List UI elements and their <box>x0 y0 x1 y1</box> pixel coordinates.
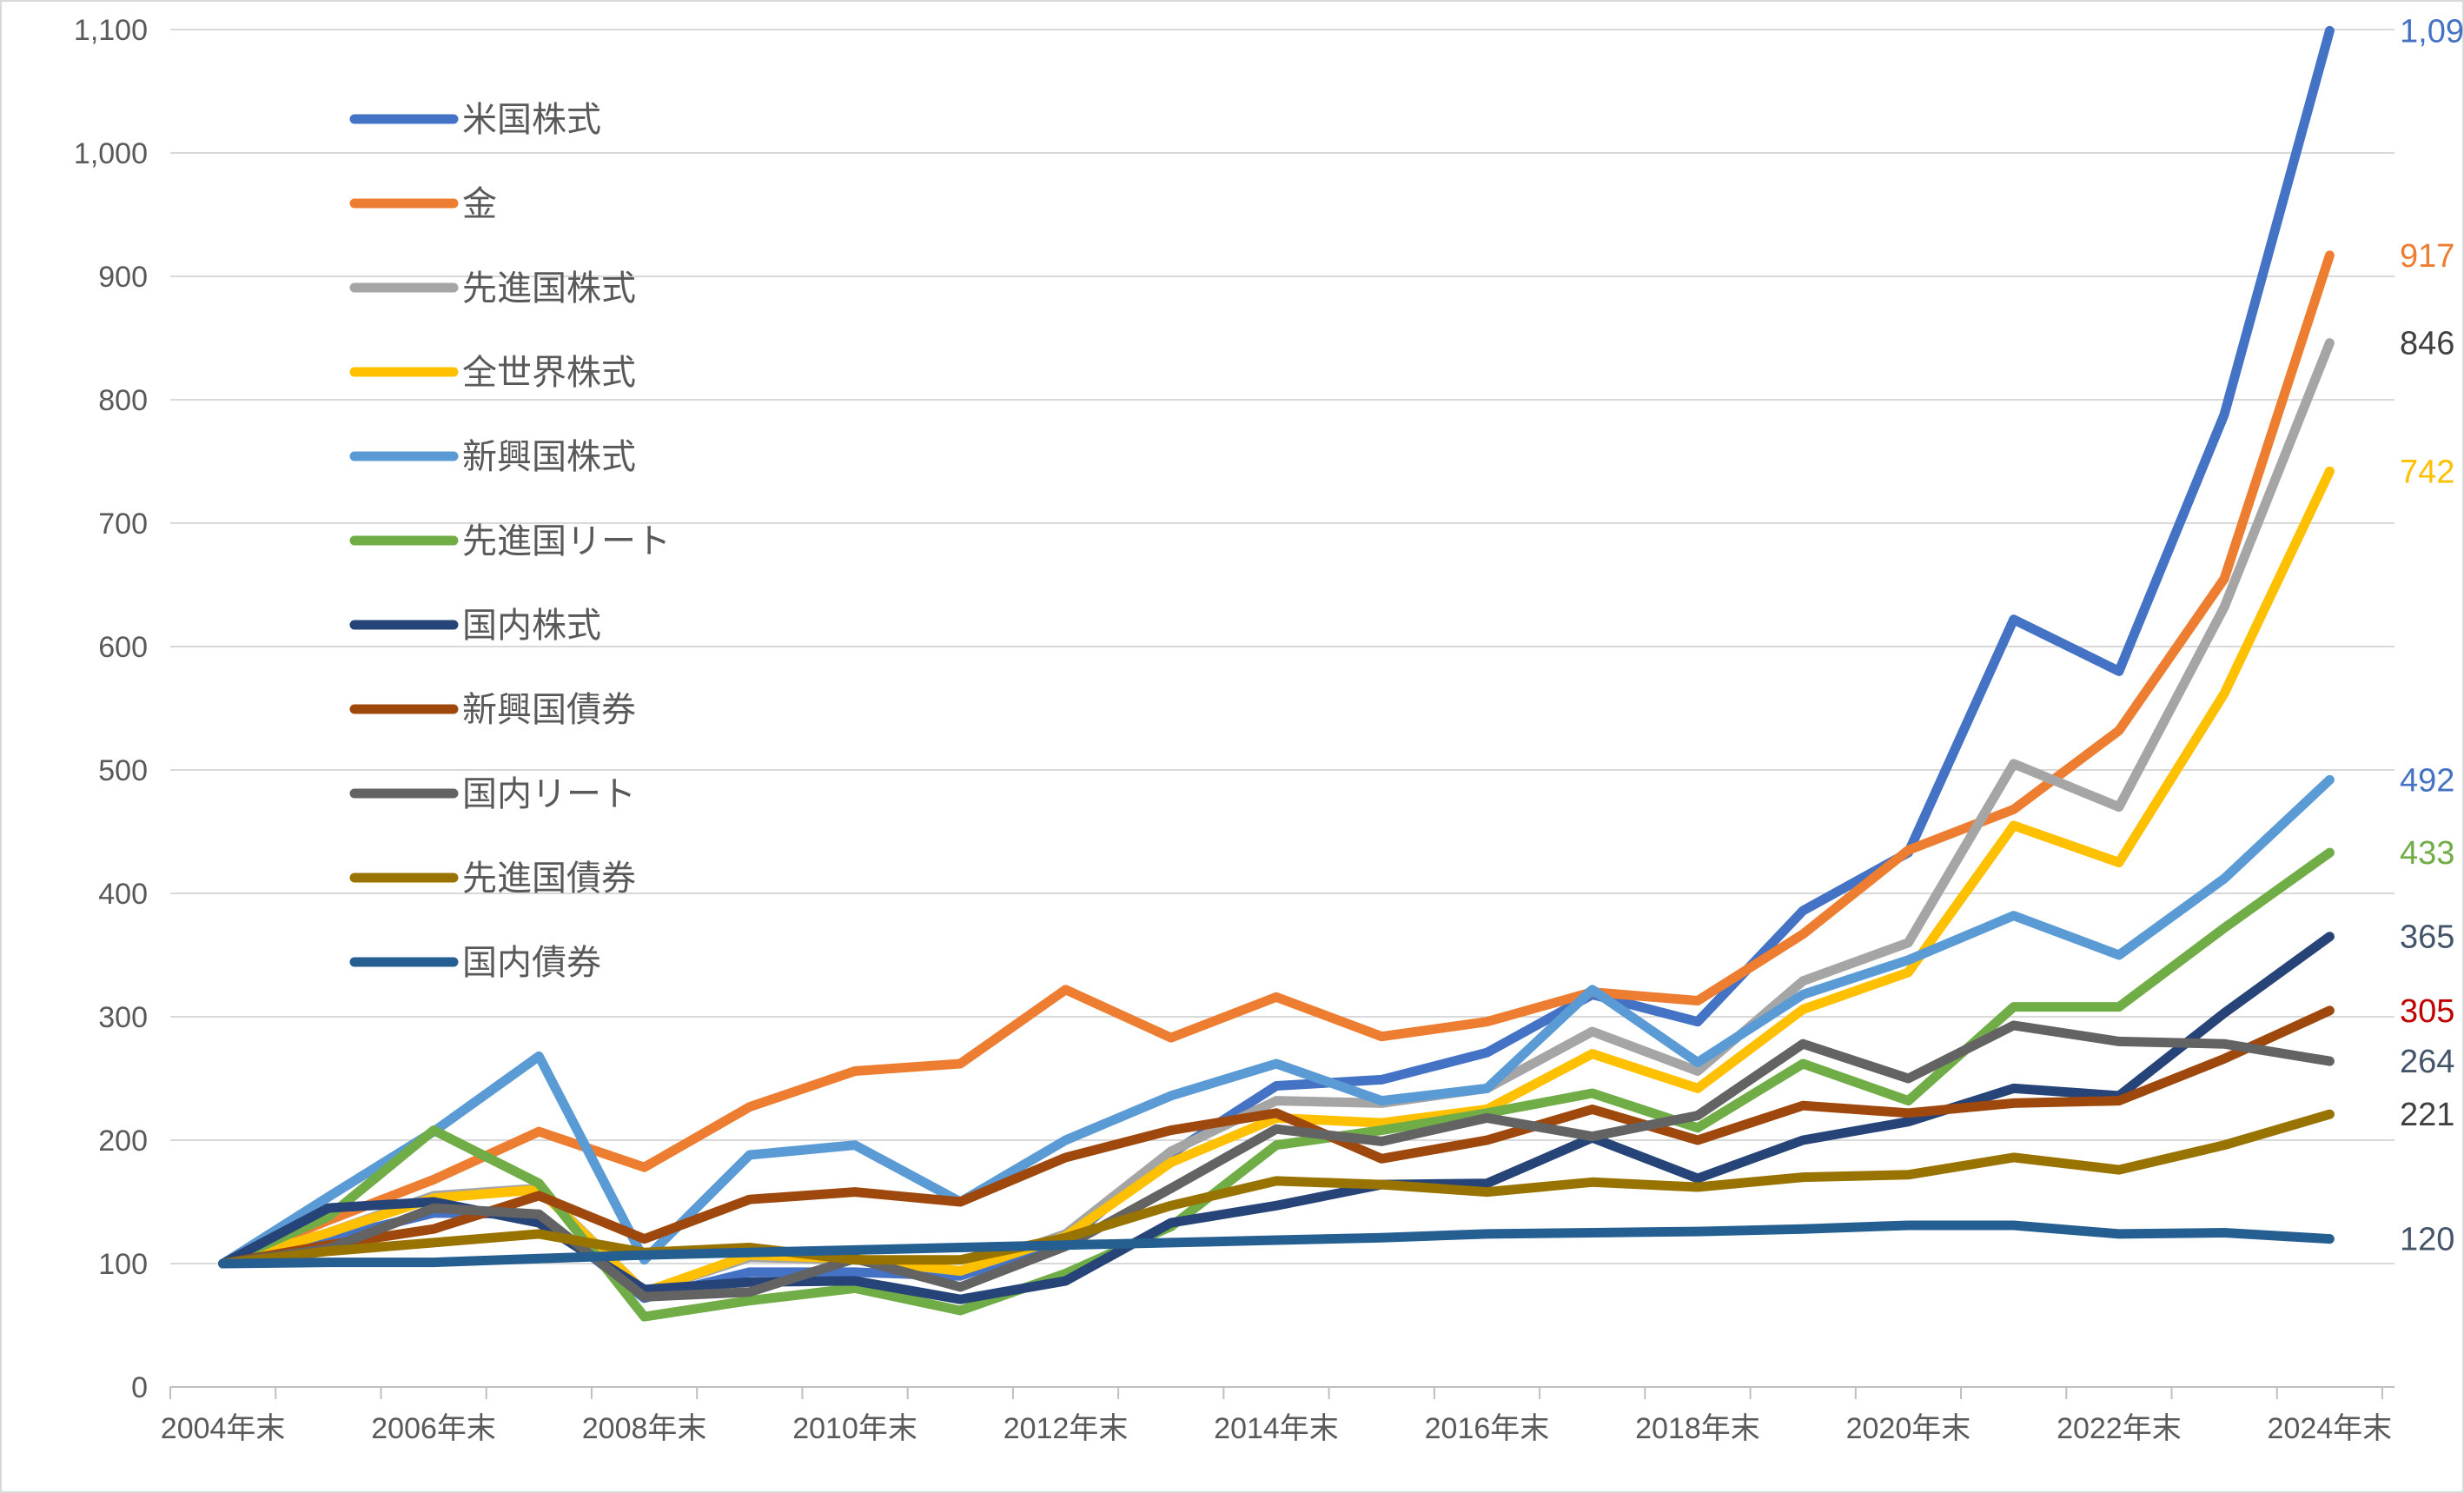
series-line-developed-bonds <box>218 1109 2335 1269</box>
y-axis-label-1100: 1,100 <box>74 14 148 47</box>
legend-label-em-bonds: 新興国債券 <box>462 691 636 729</box>
y-axis-label-200: 200 <box>98 1125 148 1158</box>
legend-label-em-stocks: 新興国株式 <box>462 438 636 476</box>
end-value-label-japan-stocks: 365 <box>2400 919 2454 956</box>
series-line-us-stocks <box>218 25 2335 1304</box>
y-axis-label-100: 100 <box>98 1248 148 1281</box>
y-axis-label-500: 500 <box>98 754 148 787</box>
end-value-label-japan-reit: 264 <box>2400 1044 2454 1080</box>
end-value-label-japan-bonds: 120 <box>2400 1222 2454 1258</box>
legend-label-us-stocks: 米国株式 <box>462 101 601 139</box>
legend-label-gold: 金 <box>462 185 497 223</box>
series-line-em-bonds <box>218 1005 2335 1269</box>
series-line-em-stocks <box>218 774 2335 1269</box>
y-axis-label-400: 400 <box>98 878 148 911</box>
legend-label-japan-stocks: 国内株式 <box>462 607 601 645</box>
y-axis-label-1000: 1,000 <box>74 137 148 170</box>
end-value-label-developed-reit: 433 <box>2400 835 2454 872</box>
legend-label-japan-bonds: 国内債券 <box>462 944 601 982</box>
x-axis-label-2014: 2014年末 <box>1214 1412 1339 1445</box>
y-axis-label-600: 600 <box>98 631 148 664</box>
end-value-label-gold: 917 <box>2400 238 2454 275</box>
x-axis-label-2018: 2018年末 <box>1635 1412 1760 1445</box>
x-axis-label-2012: 2012年末 <box>1003 1412 1129 1445</box>
x-axis-label-2008: 2008年末 <box>582 1412 707 1445</box>
x-axis-label-2006: 2006年末 <box>371 1412 496 1445</box>
y-axis-label-800: 800 <box>98 384 148 417</box>
end-value-label-developed-bonds: 221 <box>2400 1097 2454 1133</box>
legend-label-developed-stocks: 先進国株式 <box>462 269 636 308</box>
legend-label-japan-reit: 国内リート <box>462 775 636 813</box>
x-axis-label-2010: 2010年末 <box>792 1412 917 1445</box>
legend-label-global-stocks: 全世界株式 <box>462 354 636 392</box>
y-axis-label-300: 300 <box>98 1001 148 1034</box>
x-axis-label-2016: 2016年末 <box>1425 1412 1550 1445</box>
x-axis-label-2020: 2020年末 <box>1846 1412 1971 1445</box>
y-axis-label-900: 900 <box>98 261 148 294</box>
y-axis-label-0: 0 <box>131 1371 148 1404</box>
end-value-label-developed-stocks: 846 <box>2400 326 2454 362</box>
x-axis-label-2024: 2024年末 <box>2268 1412 2393 1445</box>
end-value-label-us-stocks: 1,099 <box>2400 13 2464 50</box>
series-line-japan-bonds <box>218 1220 2335 1269</box>
end-value-label-em-bonds: 305 <box>2400 993 2454 1030</box>
end-value-label-em-stocks: 492 <box>2400 762 2454 799</box>
end-value-label-global-stocks: 742 <box>2400 454 2454 490</box>
legend-label-developed-bonds: 先進国債券 <box>462 859 636 898</box>
x-axis-label-2022: 2022年末 <box>2057 1412 2182 1445</box>
legend-label-developed-reit: 先進国リート <box>462 522 671 561</box>
y-axis-label-700: 700 <box>98 508 148 541</box>
x-axis-label-2004: 2004年末 <box>161 1412 286 1445</box>
